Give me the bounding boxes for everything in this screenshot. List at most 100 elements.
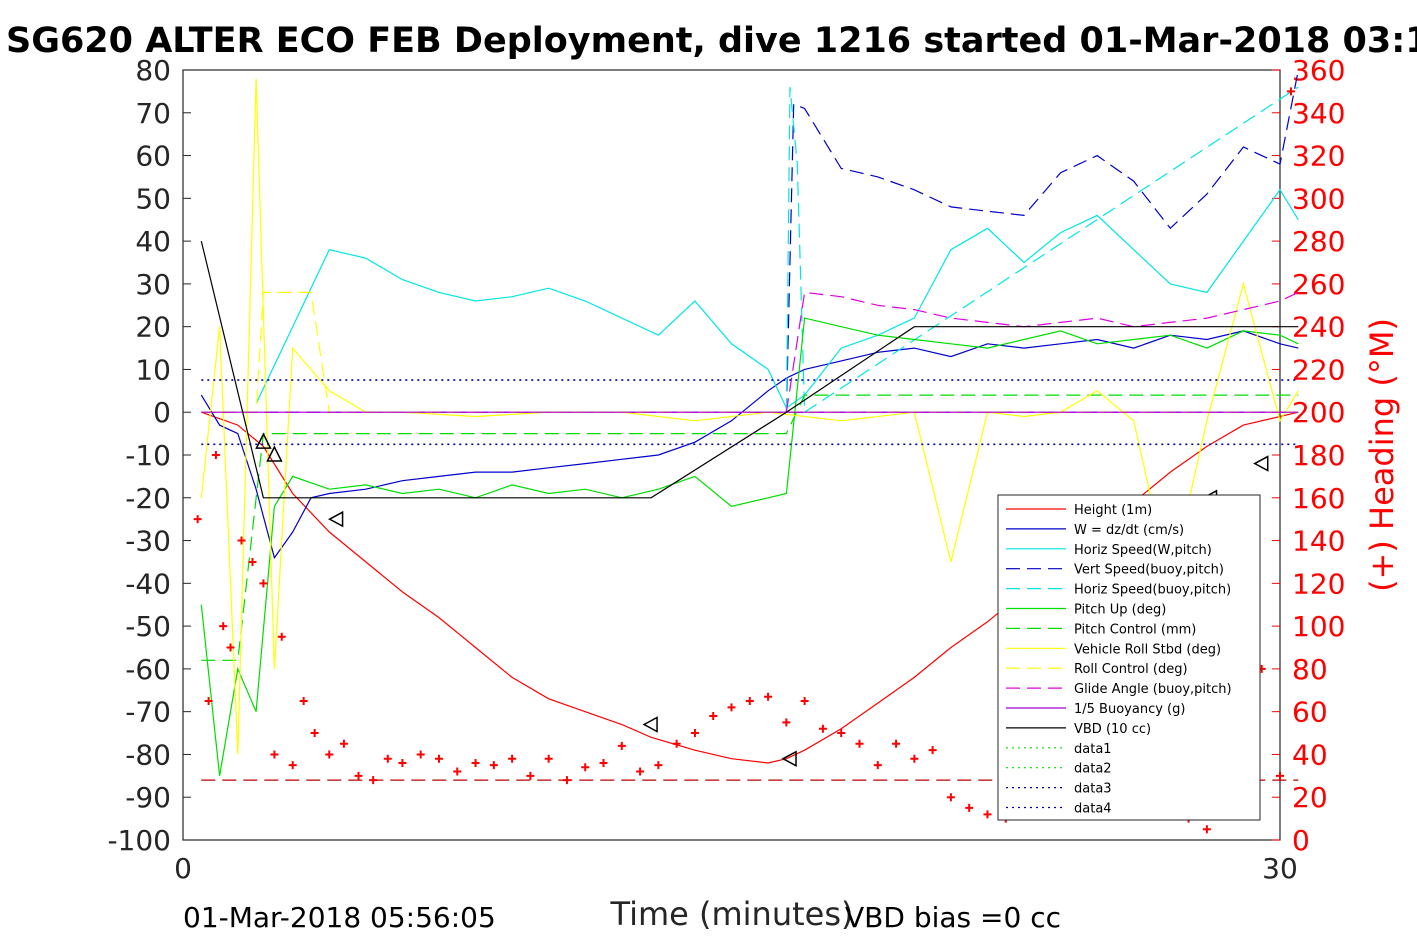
heading-point xyxy=(544,754,553,763)
series-pitch-up-deg xyxy=(200,317,1299,776)
y-tick-label: 70 xyxy=(135,97,171,130)
series-horiz-speed-buoy-pitch xyxy=(785,86,1299,414)
y-tick-label: 20 xyxy=(135,311,171,344)
heading-point xyxy=(204,696,213,705)
x-tick-label: 0 xyxy=(174,852,192,885)
heading-point xyxy=(581,763,590,772)
right-tick-label: 120 xyxy=(1292,567,1345,600)
legend-label: Glide Angle (buoy,pitch) xyxy=(1074,682,1232,697)
triangle-marker xyxy=(266,445,283,462)
y-tick-label: -40 xyxy=(125,567,171,600)
legend-label: VBD (10 cc) xyxy=(1074,722,1151,737)
y-tick-label: -50 xyxy=(125,610,171,643)
right-tick-label: 160 xyxy=(1292,482,1345,515)
series-w-dz-dt-cm-s xyxy=(200,330,1299,560)
y-tick-label: -20 xyxy=(125,482,171,515)
right-tick-label: 80 xyxy=(1292,653,1328,686)
heading-point xyxy=(299,696,308,705)
heading-point xyxy=(1286,87,1295,96)
legend-label: data3 xyxy=(1074,782,1112,797)
heading-point xyxy=(599,759,608,767)
legend-label: data1 xyxy=(1074,742,1112,757)
heading-point xyxy=(928,746,937,755)
heading-point xyxy=(983,810,992,819)
right-axis-label: (+) Heading (°M) xyxy=(1363,318,1401,592)
heading-point xyxy=(339,739,348,748)
y-tick-label: 0 xyxy=(153,396,171,429)
legend-label: Roll Control (deg) xyxy=(1074,662,1188,677)
right-tick-label: 140 xyxy=(1292,525,1345,558)
y-tick-label: 30 xyxy=(135,268,171,301)
right-tick-label: 300 xyxy=(1292,182,1345,215)
heading-point xyxy=(193,515,202,524)
heading-point xyxy=(690,729,699,738)
legend-label: data4 xyxy=(1074,802,1112,817)
y-tick-label: 10 xyxy=(135,353,171,386)
footer-vbd-bias: VBD bias =0 cc xyxy=(845,901,1061,934)
heading-point xyxy=(508,754,517,763)
heading-point xyxy=(226,643,235,652)
heading-point xyxy=(325,750,334,759)
y-tick-label: 40 xyxy=(135,225,171,258)
legend-label: Vehicle Roll Stbd (deg) xyxy=(1074,642,1221,657)
heading-point xyxy=(1202,825,1211,834)
heading-point xyxy=(1276,771,1284,780)
series-roll-control-deg xyxy=(201,291,1299,413)
right-tick-label: 60 xyxy=(1292,696,1328,729)
legend-label: Pitch Control (mm) xyxy=(1074,622,1196,637)
heading-point xyxy=(764,692,773,701)
heading-point xyxy=(617,741,626,750)
legend-label: Height (1m) xyxy=(1074,503,1152,518)
legend-label: Horiz Speed(W,pitch) xyxy=(1074,543,1212,558)
heading-point xyxy=(672,739,681,748)
heading-point xyxy=(782,718,791,727)
y-tick-label: -100 xyxy=(107,824,171,857)
heading-point xyxy=(800,696,809,705)
right-tick-label: 100 xyxy=(1292,610,1345,643)
heading-point xyxy=(636,767,645,776)
legend-label: Vert Speed(buoy,pitch) xyxy=(1074,563,1224,578)
right-tick-label: 40 xyxy=(1292,738,1328,771)
y-tick-label: 50 xyxy=(135,182,171,215)
heading-point xyxy=(946,793,955,802)
right-tick-label: 240 xyxy=(1292,311,1345,344)
heading-point xyxy=(562,776,571,785)
right-tick-label: 260 xyxy=(1292,268,1345,301)
footer-timestamp: 01-Mar-2018 05:56:05 xyxy=(183,901,496,934)
chart-title: SG620 ALTER ECO FEB Deployment, dive 121… xyxy=(6,21,1417,61)
heading-point xyxy=(270,750,279,759)
heading-point xyxy=(277,632,286,641)
series-vert-speed-buoy-pitch xyxy=(785,69,1299,413)
legend-label: Pitch Up (deg) xyxy=(1074,603,1166,618)
heading-point xyxy=(818,724,827,733)
triangle-marker xyxy=(642,716,658,733)
heading-point xyxy=(398,759,407,767)
heading-point xyxy=(369,776,378,785)
right-tick-label: 280 xyxy=(1292,225,1345,258)
legend-label: W = dz/dt (cm/s) xyxy=(1074,523,1184,538)
legend-label: Horiz Speed(buoy,pitch) xyxy=(1074,583,1231,598)
heading-point xyxy=(259,579,268,588)
heading-point xyxy=(965,803,974,812)
right-tick-label: 320 xyxy=(1292,140,1345,173)
heading-point xyxy=(910,754,919,763)
y-tick-label: -60 xyxy=(125,653,171,686)
y-tick-label: -10 xyxy=(125,439,171,472)
triangle-marker xyxy=(327,510,344,528)
triangle-marker xyxy=(781,750,797,767)
heading-point xyxy=(855,739,864,748)
heading-point xyxy=(745,696,754,705)
y-tick-label: 80 xyxy=(135,54,171,87)
y-tick-label: -30 xyxy=(125,525,171,558)
y-tick-label: -70 xyxy=(125,696,171,729)
right-tick-label: 200 xyxy=(1292,396,1345,429)
heading-point xyxy=(310,729,319,738)
triangle-marker xyxy=(255,432,272,449)
heading-point xyxy=(248,557,257,566)
heading-point xyxy=(383,754,392,763)
heading-point xyxy=(219,622,228,631)
series-pitch-control-mm xyxy=(201,394,1299,661)
x-tick-label: 30 xyxy=(1262,852,1298,885)
y-tick-label: 60 xyxy=(135,140,171,173)
